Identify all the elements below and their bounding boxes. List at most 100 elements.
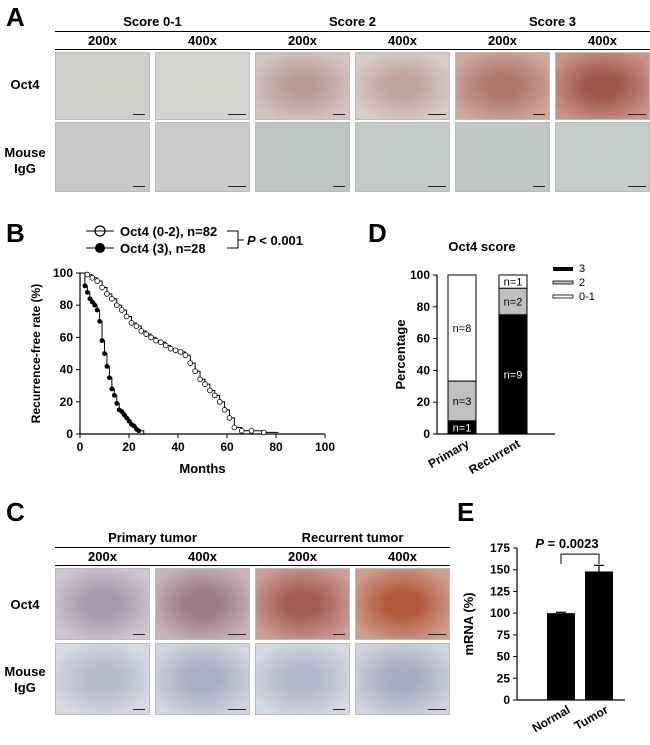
e-y-tick-label: 150 — [490, 563, 510, 577]
panelC-row-oct4: Oct4 — [10, 597, 40, 612]
km-y-tick-label: 60 — [60, 330, 74, 344]
km-y-tick-label: 0 — [66, 427, 73, 441]
panelA-row-igg: Mouse IgG — [4, 145, 46, 176]
panelA-group-score2: Score 2 — [329, 14, 376, 29]
panelC-mag: 200x — [288, 549, 317, 564]
km-censor-filled — [84, 289, 90, 295]
km-censor-open — [207, 387, 213, 394]
e-significance-bracket — [560, 553, 600, 565]
scale-bar — [428, 709, 446, 710]
km-censor-open — [138, 328, 145, 334]
panel-a-letter: A — [6, 2, 25, 32]
micrograph-tile — [155, 643, 250, 715]
km-censor-open — [118, 307, 125, 313]
d-bar-segment — [447, 274, 477, 382]
e-y-tick-label: 0 — [503, 693, 510, 707]
oct4-score-title: Oct4 score — [448, 239, 515, 254]
km-censor-open — [153, 337, 159, 344]
km-censor-open — [172, 347, 179, 354]
e-bar — [547, 613, 575, 700]
micrograph-tile — [355, 568, 450, 640]
micrograph-tile — [455, 122, 550, 192]
scale-bar — [333, 114, 345, 115]
km-censor-open — [109, 295, 115, 302]
d-legend-swatch — [553, 267, 573, 271]
panelA-row-oct4: Oct4 — [10, 77, 40, 92]
panelA-mag: 200x — [288, 33, 317, 48]
km-censor-open — [231, 424, 238, 431]
d-category-label: Recurrent — [466, 436, 522, 476]
d-y-tick-label: 0 — [423, 427, 430, 441]
km-censor-filled — [111, 392, 117, 398]
d-bar-segment — [498, 314, 528, 435]
km-censor-open — [197, 376, 203, 383]
scale-bar — [333, 709, 345, 710]
km-censor-filled — [104, 363, 110, 369]
legend-label-oct4-high: Oct4 (3), n=28 — [120, 241, 206, 256]
panelA-mag: 200x — [488, 33, 517, 48]
km-x-tick-label: 20 — [122, 440, 136, 454]
mrna-chart: P = 0.0023 0 25 50 75 100 125 150 175 mRNA (%) No… — [461, 536, 625, 735]
panelC-mag: 200x — [88, 549, 117, 564]
km-censor-filled — [109, 386, 115, 392]
scale-bar — [533, 114, 545, 115]
panelC-mag: 400x — [188, 549, 217, 564]
micrograph-tile — [255, 122, 350, 192]
scale-bar — [228, 709, 246, 710]
d-y-tick-label: 20 — [417, 395, 431, 409]
km-censor-open — [182, 352, 189, 358]
panelA-group-score3: Score 3 — [529, 14, 576, 29]
micrograph-tile — [55, 122, 150, 192]
km-censor-open — [162, 342, 169, 349]
panelA-header-line — [55, 31, 650, 32]
km-x-tick-label: 80 — [269, 440, 283, 454]
km-censor-filled — [94, 307, 100, 313]
e-y-tick-label: 175 — [490, 541, 510, 555]
d-category-label: Primary — [426, 436, 472, 471]
km-y-tick-label: 40 — [60, 363, 74, 377]
micrograph-tile — [255, 568, 350, 640]
km-censor-open — [104, 291, 110, 297]
d-bar-label: n=3 — [453, 396, 472, 408]
km-x-tick-label: 60 — [220, 440, 234, 454]
e-bar — [585, 571, 613, 700]
mrna-pvalue: P = 0.0023 — [535, 536, 598, 551]
micrograph-tile — [455, 52, 550, 120]
km-y-tick-label: 20 — [60, 395, 74, 409]
km-censor-filled — [99, 338, 105, 344]
oct4-score-chart: Oct4 score 0 20 40 60 80 100 Percentage Primary… — [393, 239, 595, 477]
panelA-mag: 200x — [88, 33, 117, 48]
scale-bar — [533, 186, 545, 187]
km-chart: Oct4 (0-2), n=82 Oct4 (3), n=28 P < 0.00… — [29, 224, 335, 476]
micrograph-tile — [155, 568, 250, 640]
d-y-tick-label: 80 — [417, 300, 431, 314]
km-censor-open — [221, 407, 228, 413]
micrograph-tile — [255, 52, 350, 120]
km-censor-filled — [107, 375, 112, 381]
km-censor-open — [158, 339, 164, 346]
e-y-tick-label: 50 — [497, 650, 511, 664]
scale-bar — [228, 634, 246, 635]
km-censor-open — [123, 313, 130, 320]
scale-bar — [133, 634, 145, 635]
d-legend-swatch — [552, 294, 574, 299]
d-bar-label: n=1 — [504, 277, 523, 289]
scale-bar — [428, 186, 446, 187]
km-censor-open — [99, 284, 105, 291]
micrograph-tile — [355, 52, 450, 120]
legend-label-oct4-low: Oct4 (0-2), n=82 — [120, 224, 217, 239]
km-censor-open — [260, 429, 267, 436]
e-category-label: Tumor — [572, 702, 611, 733]
panelC-mag: 400x — [388, 549, 417, 564]
km-censor-filled — [114, 401, 120, 406]
km-censor-filled — [82, 283, 88, 289]
km-censor-open — [89, 275, 96, 281]
micrograph-tile — [55, 643, 150, 715]
micrograph-tile — [155, 52, 250, 120]
km-censor-open — [177, 349, 184, 355]
scale-bar — [428, 634, 446, 635]
km-x-tick-label: 0 — [77, 440, 84, 454]
km-censor-open — [84, 271, 91, 278]
km-x-axis-label: Months — [179, 461, 225, 476]
d-bar-segment — [498, 287, 528, 316]
